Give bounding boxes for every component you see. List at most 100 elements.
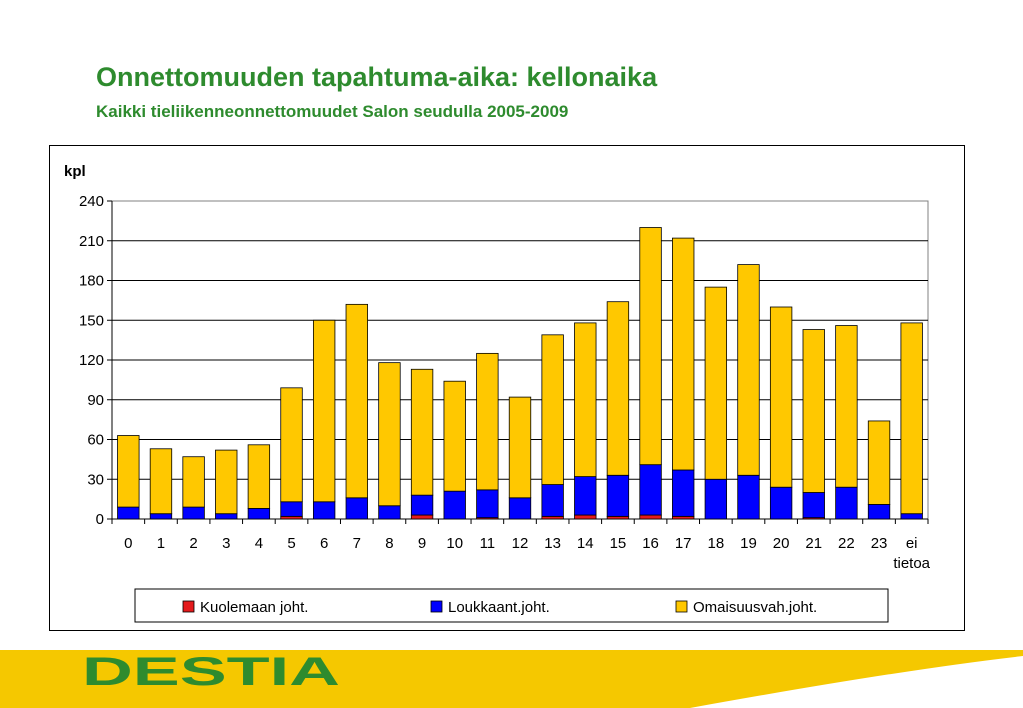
y-tick-label: 60 — [87, 432, 104, 449]
footer-swoosh — [690, 656, 1023, 708]
destia-logo: DESTIA — [82, 650, 340, 694]
x-tick-label: 23 — [871, 535, 888, 552]
bar-segment-omaisuusvah — [378, 362, 401, 507]
legend-label: Kuolemaan joht. — [200, 599, 308, 616]
y-axis-label: kpl — [64, 163, 86, 180]
bar-segment-omaisuusvah — [704, 286, 728, 480]
legend-label: Omaisuusvah.joht. — [693, 599, 817, 616]
bar-segment-loukkaant — [639, 464, 662, 516]
bar-segment-loukkaant — [476, 489, 499, 519]
bar-segment-omaisuusvah — [476, 352, 499, 491]
bar-segment-omaisuusvah — [737, 264, 760, 476]
bar-segment-omaisuusvah — [247, 444, 271, 509]
y-tick-label: 150 — [79, 312, 104, 329]
bar-segment-omaisuusvah — [867, 420, 891, 505]
y-tick-label: 120 — [79, 352, 104, 369]
bar-segment-omaisuusvah — [802, 329, 825, 493]
x-tick-label: 12 — [512, 535, 529, 552]
bar-segment-omaisuusvah — [835, 325, 858, 488]
bar-segment-kuolemaan — [410, 514, 434, 520]
bar-segment-loukkaant — [606, 474, 630, 517]
legend-swatch — [675, 600, 688, 613]
bar-segment-omaisuusvah — [574, 322, 597, 477]
page-title: Onnettomuuden tapahtuma-aika: kellonaika — [96, 62, 658, 92]
page-subtitle: Kaikki tieliikenneonnettomuudet Salon se… — [96, 102, 569, 121]
legend-box — [134, 588, 889, 623]
bar-segment-loukkaant — [541, 484, 564, 517]
y-tick-label: 240 — [79, 193, 104, 210]
bar-segment-omaisuusvah — [606, 301, 630, 476]
bar-segment-omaisuusvah — [443, 380, 466, 492]
bar-segment-loukkaant — [574, 476, 597, 516]
x-tick-label: 3 — [222, 535, 230, 552]
x-tick-label: 6 — [320, 535, 328, 552]
y-tick-label: 0 — [96, 511, 104, 528]
x-tick-label: 8 — [385, 535, 393, 552]
x-tick-label: 4 — [255, 535, 263, 552]
legend-swatch — [430, 600, 443, 613]
x-tick-label: 18 — [707, 535, 724, 552]
bar-segment-loukkaant — [378, 505, 401, 520]
bar-segment-loukkaant — [867, 504, 891, 520]
bar-segment-loukkaant — [835, 486, 858, 520]
bar-segment-loukkaant — [215, 513, 238, 520]
x-tick-label: ei — [906, 535, 918, 552]
bar-segment-loukkaant — [247, 507, 271, 520]
bar-segment-loukkaant — [672, 469, 695, 517]
x-tick-label: 16 — [642, 535, 659, 552]
bar-segment-omaisuusvah — [312, 319, 336, 503]
bar-segment-omaisuusvah — [215, 449, 238, 515]
y-tick-label: 90 — [87, 392, 104, 409]
bar-segment-omaisuusvah — [410, 368, 434, 496]
bar-segment-kuolemaan — [639, 514, 662, 520]
footer-band: DESTIA — [0, 650, 1023, 708]
y-tick-label: 180 — [79, 273, 104, 290]
bar-segment-loukkaant — [704, 478, 728, 520]
bar-segment-omaisuusvah — [769, 306, 793, 488]
bar-segment-omaisuusvah — [280, 387, 303, 503]
x-tick-label: 0 — [124, 535, 132, 552]
x-tick-label: 10 — [446, 535, 463, 552]
bar-segment-loukkaant — [410, 494, 434, 516]
legend-label: Loukkaant.joht. — [448, 599, 550, 616]
legend-swatch — [182, 600, 195, 613]
x-tick-label: 22 — [838, 535, 855, 552]
bar-segment-omaisuusvah — [541, 334, 564, 485]
bar-segment-omaisuusvah — [182, 456, 205, 508]
bar-segment-loukkaant — [149, 513, 173, 520]
chart-frame: 0 30 60 90 120 150 180 210 240 kpl 0 1 2 3 4 5 6 7 8 9 10 11 1… — [49, 145, 965, 631]
bar-segment-loukkaant — [312, 501, 336, 520]
y-tick-label: 30 — [87, 471, 104, 488]
bar-segment-kuolemaan — [574, 514, 597, 520]
bar-segment-omaisuusvah — [508, 396, 532, 499]
bar-segment-omaisuusvah — [639, 227, 662, 466]
x-tick-label: 5 — [287, 535, 295, 552]
bar-segment-loukkaant — [117, 506, 140, 520]
bar-segment-loukkaant — [802, 492, 825, 519]
x-tick-label: 13 — [544, 535, 561, 552]
bar-segment-omaisuusvah — [117, 435, 140, 508]
x-tick-label: 1 — [157, 535, 165, 552]
x-tick-label: tietoa — [893, 555, 930, 572]
bar-segment-omaisuusvah — [900, 322, 923, 515]
x-tick-label: 2 — [189, 535, 197, 552]
bar-segment-loukkaant — [769, 486, 793, 520]
bar-segment-omaisuusvah — [345, 303, 368, 499]
bar-segment-loukkaant — [345, 497, 368, 520]
bar-segment-loukkaant — [182, 506, 205, 520]
x-tick-label: 9 — [418, 535, 426, 552]
bar-segment-loukkaant — [900, 513, 923, 520]
x-tick-label: 15 — [610, 535, 627, 552]
bar-segment-loukkaant — [737, 474, 760, 520]
x-tick-label: 7 — [353, 535, 361, 552]
bar-segment-loukkaant — [280, 501, 303, 517]
y-tick-label: 210 — [79, 233, 104, 250]
x-tick-label: 19 — [740, 535, 757, 552]
bar-segment-omaisuusvah — [672, 237, 695, 471]
bar-segment-omaisuusvah — [149, 448, 173, 515]
x-tick-label: 17 — [675, 535, 692, 552]
x-tick-label: 21 — [805, 535, 822, 552]
x-tick-label: 11 — [480, 535, 496, 552]
bar-segment-loukkaant — [443, 490, 466, 520]
